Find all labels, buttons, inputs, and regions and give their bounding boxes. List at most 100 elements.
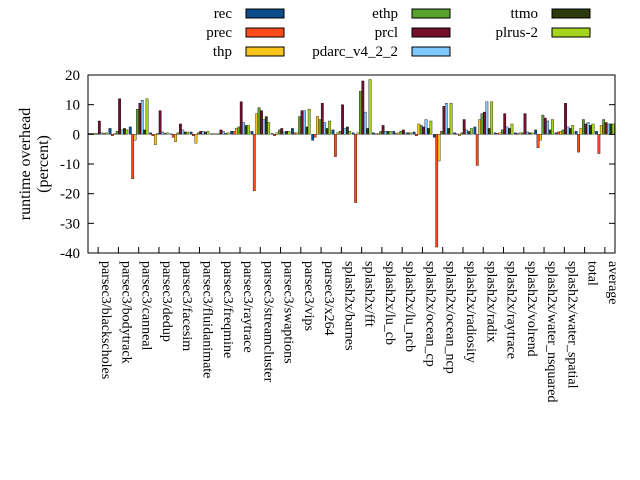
bar-thp-total <box>579 128 583 135</box>
bar-plrus-2-parsec3-swaptions <box>287 131 291 135</box>
bar-pdarc-v4-2-2-splash2x-ocean-ncp <box>444 103 448 135</box>
legend-swatch <box>411 46 451 57</box>
bar-rec-parsec3-facesim <box>169 133 173 135</box>
legend-item-prec: prec <box>206 25 285 41</box>
bar-thp-parsec3-facesim <box>174 134 177 142</box>
bar-ethp-parsec3-facesim <box>176 132 180 135</box>
bar-group-parsec3-dedup <box>149 110 169 145</box>
bar-ttmo-parsec3-facesim <box>183 131 187 135</box>
bar-ttmo-parsec3-swaptions <box>285 131 288 135</box>
bar-prcl-average <box>604 122 608 135</box>
bar-ttmo-splash2x-radix <box>487 128 491 135</box>
x-axis: parsec3/blackscholes parsec3/bodytrack par… <box>97 247 620 403</box>
x-tick-label: splash2x/lu_cb <box>382 261 397 345</box>
legend-item-ethp: ethp <box>372 6 451 22</box>
bar-prcl-splash2x-fft <box>361 80 365 135</box>
bar-ttmo-parsec3-raytrace <box>244 125 248 135</box>
bar-pdarc-v4-2-2-splash2x-lu-ncb <box>404 132 408 135</box>
bar-prcl-splash2x-water-nsquared <box>543 117 547 135</box>
bar-prcl-total <box>584 123 588 135</box>
bar-ethp-parsec3-blackscholes <box>95 133 99 135</box>
bar-prcl-splash2x-lu-cb <box>381 125 385 135</box>
bar-prec-splash2x-ocean-cp <box>415 134 418 136</box>
bar-group-parsec3-blackscholes <box>88 120 108 135</box>
bar-group-splash2x-radiosity <box>453 119 473 136</box>
bar-thp-splash2x-ocean-cp <box>417 123 421 135</box>
bar-plrus-2-splash2x-water-spatial <box>571 125 575 135</box>
bar-thp-parsec3-canneal <box>133 134 137 141</box>
bar-pdarc-v4-2-2-splash2x-raytrace <box>505 126 509 135</box>
bar-plrus-2-parsec3-vips <box>307 108 311 135</box>
x-tick-label: parsec3/streamcluster <box>260 261 275 383</box>
bar-ttmo-parsec3-blackscholes <box>102 133 106 135</box>
bar-thp-splash2x-raytrace <box>498 132 502 135</box>
bar-thp-splash2x-water-spatial <box>559 131 563 135</box>
x-tick-label: splash2x/water_spatial <box>564 261 579 389</box>
bar-group-parsec3-raytrace <box>230 101 250 135</box>
bar-prec-total <box>577 134 580 153</box>
bar-group-parsec3-vips <box>291 108 311 135</box>
bar-group-splash2x-radix <box>473 101 494 166</box>
bar-pdarc-v4-2-2-parsec3-dedup <box>161 131 164 135</box>
bar-rec-splash2x-fft <box>351 132 355 135</box>
bar-rec-parsec3-streamcluster <box>250 131 254 135</box>
bar-prec-parsec3-facesim <box>171 134 175 138</box>
bar-ttmo-parsec3-fluidanimate <box>204 131 207 135</box>
bar-group-parsec3-fluidanimate <box>189 131 210 144</box>
y-axis: -40 -30 -20 -10 0 10 20 <box>60 68 615 262</box>
x-tick-label: parsec3/fluidanimate <box>199 261 214 378</box>
bar-rec-parsec3-x264 <box>311 134 315 141</box>
bar-ethp-total <box>582 119 585 135</box>
bar-rec-parsec3-canneal <box>128 126 132 135</box>
bar-ethp-splash2x-fft <box>359 91 362 135</box>
bar-group-splash2x-ocean-cp <box>412 119 433 136</box>
bar-ttmo-parsec3-bodytrack <box>123 128 126 135</box>
bar-group-parsec3-swaptions <box>270 128 291 136</box>
bar-pdarc-v4-2-2-parsec3-x264 <box>323 122 327 135</box>
bar-prcl-parsec3-canneal <box>138 103 142 135</box>
bar-prcl-splash2x-barnes <box>341 104 344 135</box>
bar-ethp-parsec3-vips <box>298 116 302 135</box>
x-tick-label: parsec3/raytrace <box>240 261 255 353</box>
y-tick-label: 0 <box>73 127 81 143</box>
bar-pdarc-v4-2-2-splash2x-radiosity <box>465 129 468 135</box>
bar-pdarc-v4-2-2-parsec3-facesim <box>181 129 185 135</box>
bar-prcl-parsec3-swaptions <box>280 128 284 135</box>
y-tick-label: -10 <box>60 157 80 173</box>
bar-pdarc-v4-2-2-parsec3-fluidanimate <box>201 131 205 135</box>
bar-rec-parsec3-swaptions <box>270 133 274 135</box>
bar-prcl-splash2x-radiosity <box>462 119 466 135</box>
bar-thp-parsec3-bodytrack <box>113 133 117 135</box>
bar-ttmo-splash2x-water-nsquared <box>548 129 552 135</box>
bar-ttmo-parsec3-x264 <box>325 128 329 135</box>
bar-prec-splash2x-water-nsquared <box>536 134 540 148</box>
bar-rec-splash2x-water-spatial <box>554 132 558 135</box>
x-tick-label: splash2x/water_nsquared <box>544 261 559 403</box>
bar-thp-splash2x-fft <box>356 132 360 135</box>
bar-rec-splash2x-ocean-ncp <box>432 134 436 138</box>
bar-thp-splash2x-radiosity <box>458 134 461 136</box>
bar-prec-parsec3-streamcluster <box>252 134 256 191</box>
bar-rec-splash2x-lu-ncb <box>392 131 396 135</box>
bar-prcl-splash2x-ocean-cp <box>422 126 426 135</box>
bar-prcl-parsec3-vips <box>300 110 304 135</box>
bar-thp-parsec3-swaptions <box>275 132 279 135</box>
bar-thp-parsec3-streamcluster <box>255 113 259 135</box>
bar-prec-splash2x-barnes <box>333 134 337 157</box>
bar-group-parsec3-streamcluster <box>250 107 271 191</box>
bar-ethp-splash2x-volrend <box>521 132 524 135</box>
bar-rec-splash2x-raytrace <box>493 132 497 135</box>
bar-ethp-average <box>602 119 606 135</box>
legend-swatch <box>551 8 591 19</box>
bar-pdarc-v4-2-2-parsec3-bodytrack <box>120 129 124 135</box>
bar-prcl-splash2x-raytrace <box>503 113 507 135</box>
bar-prec-parsec3-canneal <box>131 134 135 180</box>
x-tick-label: splash2x/raytrace <box>504 261 519 359</box>
bar-ethp-splash2x-water-spatial <box>561 129 565 135</box>
bar-ttmo-splash2x-volrend <box>528 132 532 135</box>
bar-group-splash2x-fft <box>351 79 372 203</box>
y-tick-label: -30 <box>60 216 80 232</box>
bar-group-total <box>574 119 595 153</box>
legend-label: ethp <box>372 6 398 22</box>
y-tick-label: -20 <box>60 187 80 203</box>
